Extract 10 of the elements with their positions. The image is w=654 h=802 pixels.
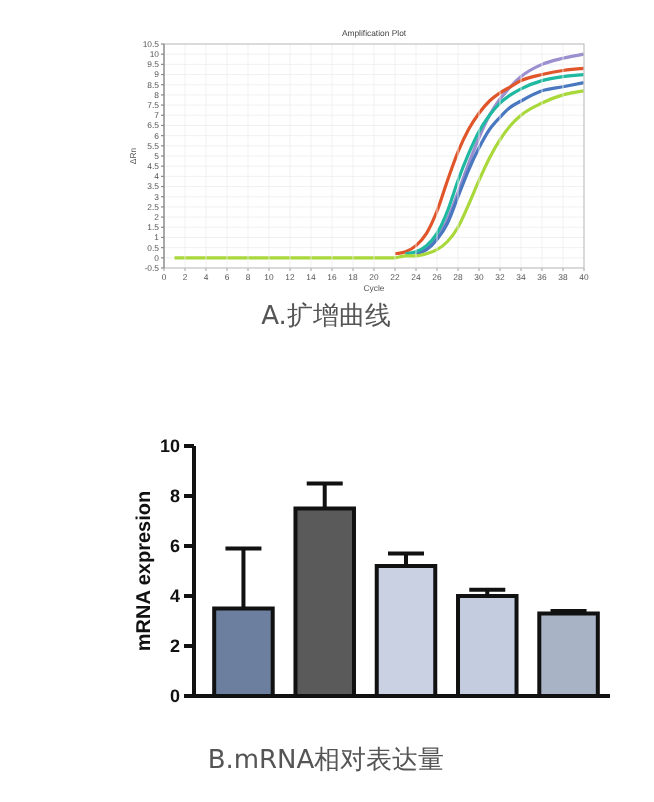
y-axis-title: mRNA expresion bbox=[134, 490, 156, 652]
text: A.扩增曲线 bbox=[261, 302, 391, 332]
y-tick-label: 4 bbox=[169, 586, 180, 607]
y-tick-label: 2 bbox=[169, 636, 180, 657]
y-tick-label: 10 bbox=[159, 436, 180, 457]
text: B.mRNA相对表达量 bbox=[207, 746, 445, 776]
y-tick-label: 0 bbox=[169, 686, 180, 707]
line-series bbox=[172, 89, 586, 260]
y-tick-label: 8 bbox=[169, 486, 180, 507]
y-tick-label: 6 bbox=[169, 536, 180, 557]
